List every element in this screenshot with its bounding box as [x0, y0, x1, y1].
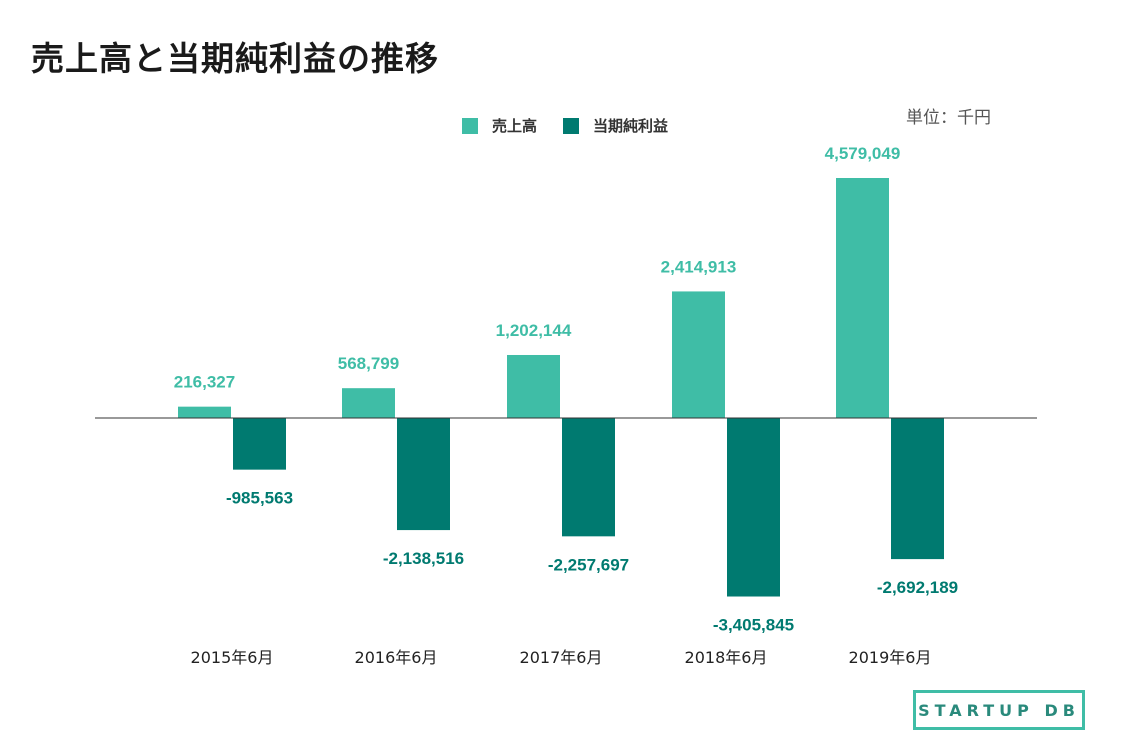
net-income-label-1: -2,138,516: [383, 549, 464, 568]
revenue-bar-4: [836, 178, 889, 418]
legend-swatch-revenue: [462, 117, 478, 134]
legend-item-net-income: 当期純利益: [563, 115, 668, 136]
revenue-label-0: 216,327: [174, 373, 235, 392]
legend-label-net-income: 当期純利益: [593, 117, 669, 135]
net-income-bar-3: [727, 418, 780, 597]
revenue-label-3: 2,414,913: [661, 257, 737, 276]
net-income-bar-0: [233, 418, 286, 470]
startup-db-logo: STARTUP DB: [913, 690, 1085, 730]
net-income-bar-1: [397, 418, 450, 531]
net-income-bar-4: [891, 418, 944, 560]
net-income-label-0: -985,563: [226, 489, 293, 508]
revenue-label-2: 1,202,144: [496, 321, 572, 340]
chart-title: 売上高と当期純利益の推移: [31, 39, 439, 78]
revenue-bar-1: [342, 388, 395, 418]
x-tick-label-4: 2019年6月: [849, 648, 932, 667]
revenue-bar-3: [672, 291, 725, 418]
legend: 売上高 当期純利益: [462, 115, 694, 136]
legend-item-revenue: 売上高: [462, 115, 537, 136]
x-tick-label-0: 2015年6月: [191, 648, 274, 667]
net-income-bar-2: [562, 418, 615, 537]
revenue-label-1: 568,799: [338, 354, 399, 373]
unit-label: 単位：千円: [906, 108, 991, 128]
x-tick-label-2: 2017年6月: [520, 648, 603, 667]
net-income-label-3: -3,405,845: [713, 616, 794, 635]
revenue-bar-0: [178, 406, 231, 418]
legend-label-revenue: 売上高: [492, 117, 538, 135]
x-tick-label-1: 2016年6月: [355, 648, 438, 667]
revenue-bar-2: [507, 354, 560, 418]
revenue-label-4: 4,579,049: [825, 144, 901, 163]
x-tick-label-3: 2018年6月: [685, 648, 768, 667]
net-income-label-2: -2,257,697: [548, 555, 629, 574]
legend-swatch-net-income: [563, 117, 580, 134]
net-income-label-4: -2,692,189: [877, 578, 958, 597]
